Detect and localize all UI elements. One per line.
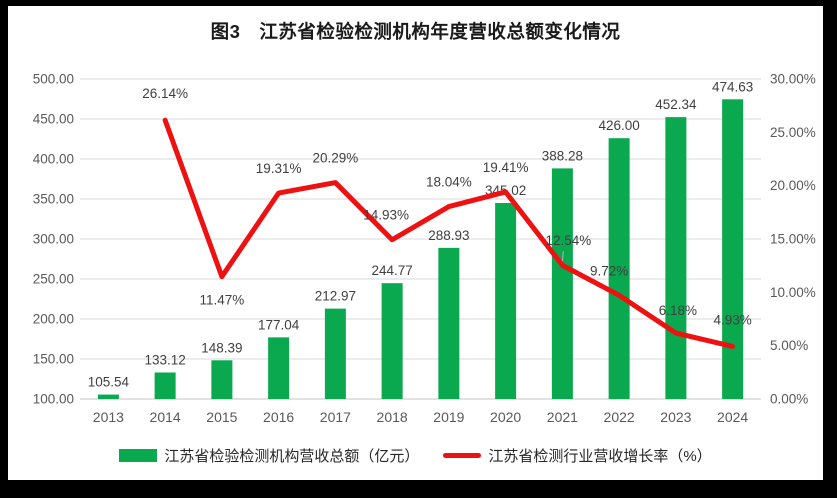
x-axis-label: 2018 — [377, 409, 408, 425]
x-axis-label: 2019 — [433, 409, 464, 425]
left-axis-tick-label: 100.00 — [33, 392, 74, 407]
x-axis-label: 2024 — [717, 409, 748, 425]
x-axis-label: 2022 — [604, 409, 635, 425]
legend-item-bar-series: 江苏省检验检测机构营收总额（亿元） — [119, 445, 419, 466]
bar-value-label: 212.97 — [315, 289, 356, 304]
line-value-label: 26.14% — [142, 86, 188, 101]
bar-value-label: 105.54 — [88, 375, 130, 390]
bar-series-legend-label: 江苏省检验检测机构营收总额（亿元） — [164, 448, 420, 465]
x-axis-label: 2021 — [547, 409, 578, 425]
x-axis-label: 2015 — [206, 409, 237, 425]
chart-plot-area: 100.00 150.00 200.00 250.00 300.00 350.00 400.… — [33, 72, 816, 426]
label-leader-line — [561, 251, 565, 262]
left-axis-tick-label: 150.00 — [33, 352, 74, 367]
right-axis-tick-label: 20.00% — [770, 178, 816, 193]
chart-title: 图3 江苏省检验检测机构年度营收总额变化情况 — [210, 21, 621, 42]
growth-rate-line — [162, 117, 736, 349]
bar-value-label: 133.12 — [144, 353, 185, 368]
bar-2015 — [211, 360, 233, 399]
line-value-label: 20.29% — [312, 151, 358, 166]
bar-value-label: 177.04 — [258, 317, 300, 332]
bar-2013 — [97, 394, 119, 399]
bar-value-label: 426.00 — [598, 118, 639, 133]
bar-2024 — [722, 99, 744, 400]
line-value-label: 4.93% — [713, 312, 751, 327]
left-axis-tick-label: 300.00 — [33, 232, 74, 247]
right-axis-tick-label: 5.00% — [770, 338, 808, 353]
line-value-label: 18.04% — [426, 175, 472, 190]
bar-2018 — [381, 283, 403, 399]
x-axis-label: 2014 — [150, 409, 181, 425]
bar-value-label: 244.77 — [371, 263, 412, 278]
legend-item-line-series: 江苏省检测行业营收增长率（%） — [443, 445, 712, 466]
bar-2021 — [551, 168, 573, 399]
right-axis-tick-label: 10.00% — [770, 285, 816, 300]
right-axis-tick-label: 0.00% — [770, 392, 808, 407]
left-axis-tick-label: 200.00 — [33, 312, 74, 327]
line-value-label: 6.18% — [659, 303, 697, 318]
bar-2022 — [608, 138, 630, 399]
right-axis-tick-label: 30.00% — [770, 72, 816, 87]
x-axis-label: 2023 — [660, 409, 691, 425]
bar-2014 — [154, 372, 176, 399]
bar-2017 — [324, 308, 346, 399]
x-axis-label: 2013 — [93, 409, 124, 425]
line-value-label: 14.93% — [363, 208, 409, 223]
left-axis-tick-label: 500.00 — [33, 72, 74, 87]
bar-2023 — [665, 117, 687, 400]
bar-value-label: 388.28 — [542, 148, 583, 163]
bar-value-label: 452.34 — [655, 97, 697, 112]
left-axis-tick-label: 250.00 — [33, 272, 74, 287]
x-axis-label: 2016 — [263, 409, 294, 425]
bar-series-swatch-icon — [119, 449, 158, 462]
x-axis-label: 2020 — [490, 409, 521, 425]
right-axis-tick-label: 25.00% — [770, 125, 816, 140]
bar-value-label: 148.39 — [201, 340, 242, 355]
bar-value-label: 474.63 — [712, 79, 753, 94]
line-series-legend-label: 江苏省检测行业营收增长率（%） — [488, 448, 712, 465]
chart-container: 图3 江苏省检验检测机构年度营收总额变化情况 100.00 150.00 200.0… — [8, 6, 823, 480]
left-axis-tick-label: 450.00 — [33, 112, 74, 127]
line-value-label: 19.31% — [256, 161, 302, 176]
bar-2019 — [438, 247, 460, 399]
bar-2016 — [268, 337, 290, 399]
line-series-swatch-icon — [443, 453, 482, 458]
right-axis-tick-label: 15.00% — [770, 232, 816, 247]
line-value-label: 19.41% — [483, 160, 529, 175]
left-axis-tick-label: 400.00 — [33, 152, 74, 167]
bar-value-label: 288.93 — [428, 228, 469, 243]
line-value-label: 12.54% — [545, 233, 591, 248]
x-axis-label: 2017 — [320, 409, 351, 425]
left-axis-tick-label: 350.00 — [33, 192, 74, 207]
chart-legend: 江苏省检验检测机构营收总额（亿元） 江苏省检测行业营收增长率（%） — [8, 445, 823, 466]
line-value-label: 11.47% — [199, 293, 244, 308]
bar-2020 — [495, 202, 517, 399]
line-value-label: 9.72% — [590, 263, 628, 278]
